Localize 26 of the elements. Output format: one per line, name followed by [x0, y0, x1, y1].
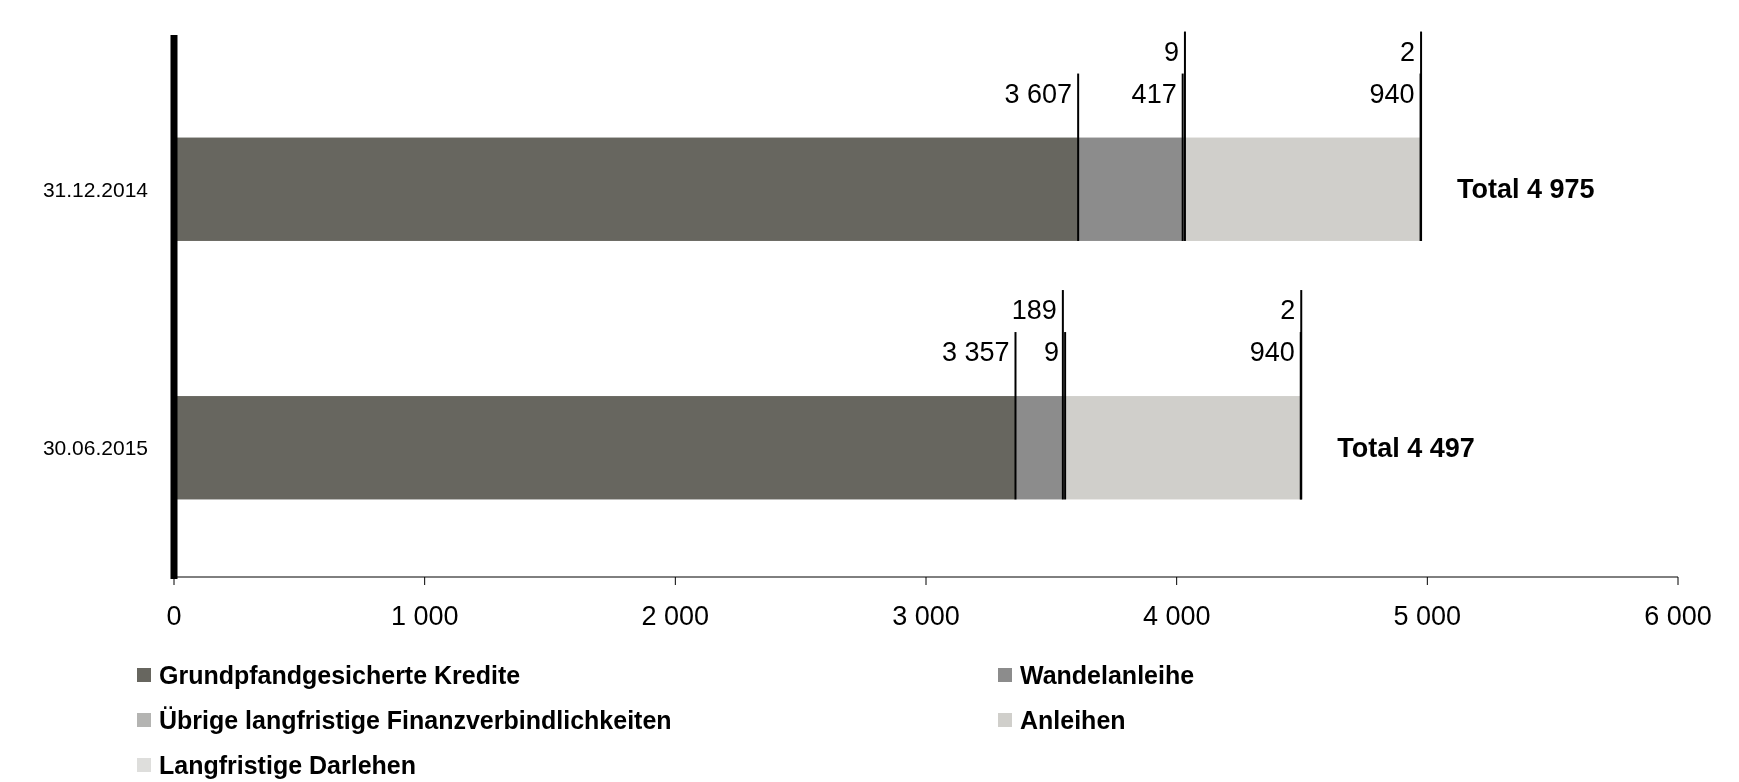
total-label: Total 4 497 — [1337, 432, 1475, 463]
y-tick-label: 30.06.2015 — [42, 436, 148, 460]
y-tick-label: 31.12.2014 — [42, 177, 149, 201]
data-label: 2 — [1280, 295, 1296, 326]
total-label: Total 4 975 — [1457, 174, 1595, 205]
legend-label: Grundpfandgesicherte Kredite — [159, 661, 521, 689]
data-label: 417 — [1131, 78, 1177, 109]
x-tick-label: 3 000 — [892, 601, 960, 631]
data-label: 940 — [1369, 78, 1415, 109]
legend-label: Anleihen — [1020, 706, 1126, 734]
data-label: 940 — [1249, 337, 1295, 368]
data-label: 3 607 — [1004, 78, 1073, 109]
data-label: 3 357 — [941, 337, 1010, 368]
legend-label: Wandelanleihe — [1020, 661, 1195, 689]
data-label: 2 — [1400, 36, 1416, 67]
x-tick-label: 0 — [166, 601, 182, 631]
data-label: 189 — [1011, 295, 1057, 326]
x-tick-label: 1 000 — [390, 601, 459, 631]
x-tick-label: 6 000 — [1644, 601, 1712, 631]
x-tick-label: 4 000 — [1142, 601, 1211, 631]
legend-label: Langfristige Darlehen — [159, 751, 416, 779]
x-tick-label: 5 000 — [1393, 601, 1462, 631]
legend-label: Übrige langfristige Finanzverbindlichkeiten — [159, 706, 672, 734]
data-label: 9 — [1044, 337, 1060, 368]
x-tick-label: 2 000 — [641, 601, 710, 631]
data-label: 9 — [1163, 36, 1179, 67]
